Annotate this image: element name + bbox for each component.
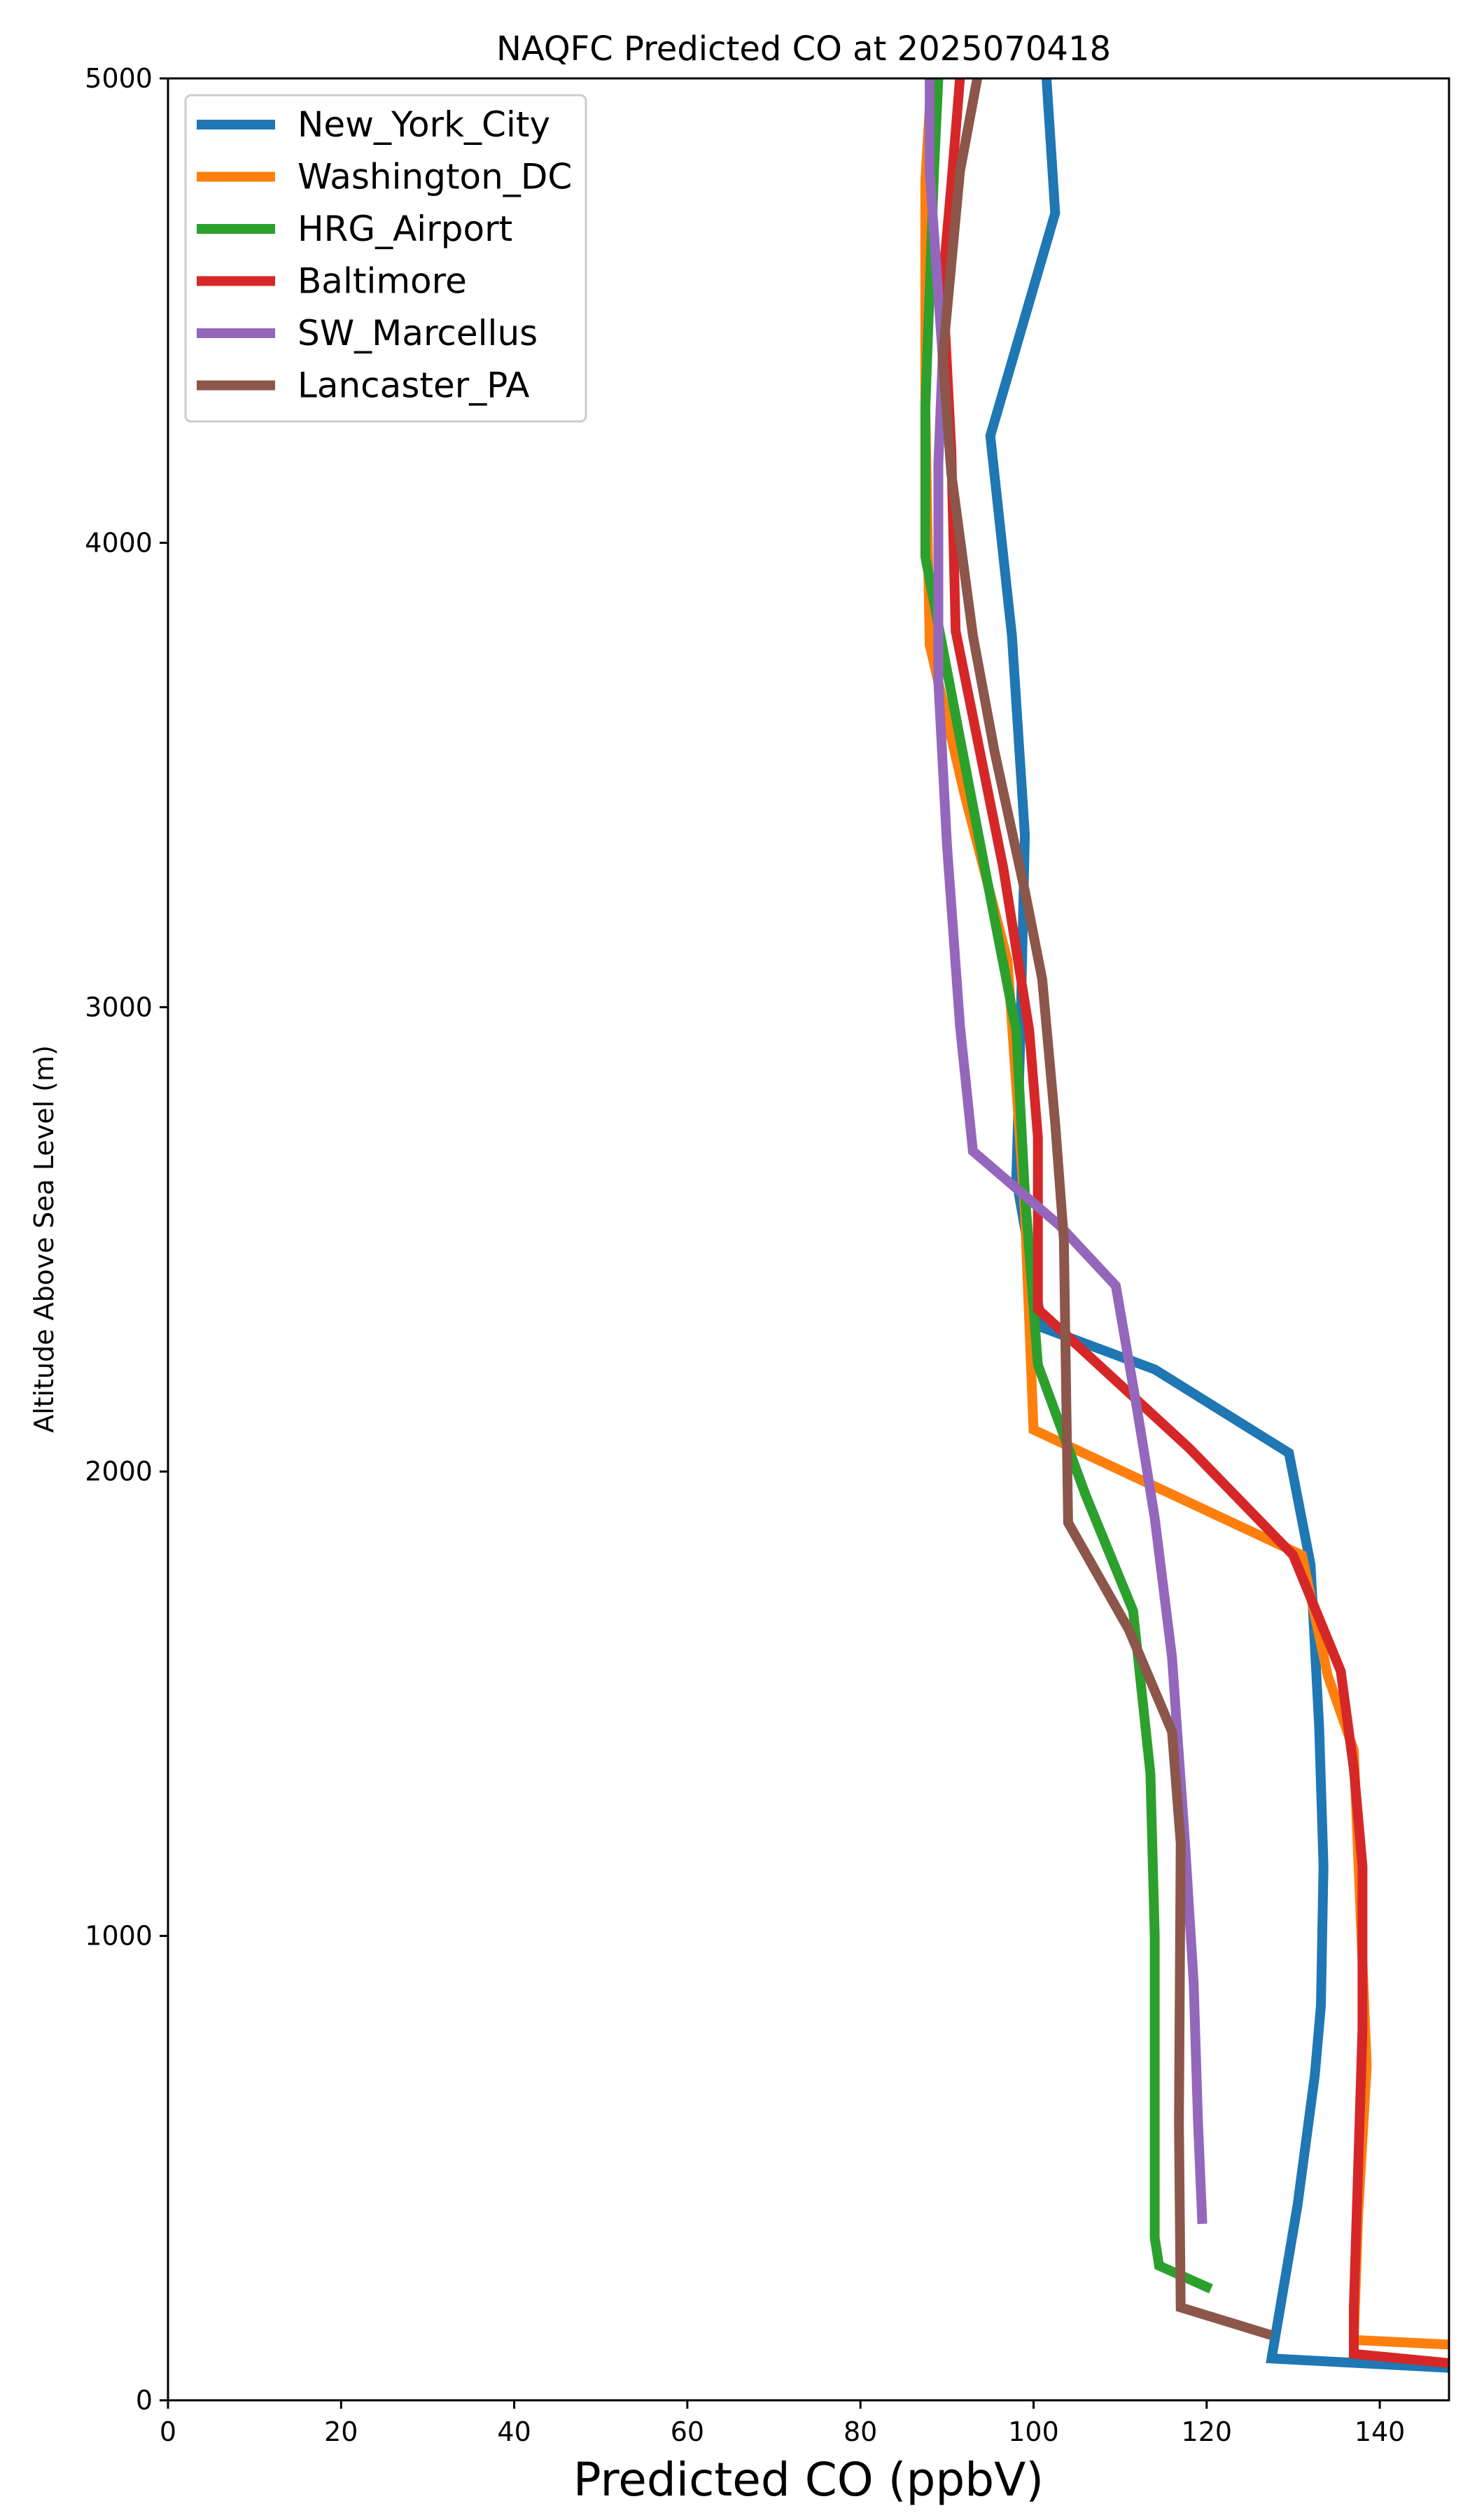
legend-label: Baltimore xyxy=(298,261,467,302)
x-tick-label: 60 xyxy=(671,2416,704,2447)
y-tick-label: 4000 xyxy=(85,527,153,558)
legend-label: New_York_City xyxy=(298,104,550,145)
y-tick-label: 0 xyxy=(136,2385,153,2416)
y-axis: 0 1000 2000 3000 4000 5000 xyxy=(85,63,168,2416)
series-line-lancaster-pa xyxy=(937,78,1273,2340)
legend-label: Lancaster_PA xyxy=(298,365,529,406)
plot-frame xyxy=(167,77,1450,2402)
legend-label: HRG_Airport xyxy=(298,209,512,249)
x-tick-label: 100 xyxy=(1008,2416,1059,2447)
y-tick-label: 2000 xyxy=(85,1456,153,1487)
legend-label: Washington_DC xyxy=(298,157,572,197)
y-tick-label: 3000 xyxy=(85,992,153,1023)
y-tick-label: 1000 xyxy=(85,1921,153,1952)
x-tick-label: 80 xyxy=(844,2416,877,2447)
x-tick-label: 20 xyxy=(324,2416,358,2447)
legend-box xyxy=(184,94,587,423)
chart-title: NAQFC Predicted CO at 2025070418 xyxy=(496,29,1111,69)
legend: New_York_City Washington_DC HRG_Airport Bal… xyxy=(184,94,587,423)
x-axis-label: Predicted CO (ppbV) xyxy=(573,2453,1044,2507)
series-line-new-york-city xyxy=(985,78,1449,2373)
series-layer xyxy=(920,78,1449,2373)
x-tick-label: 40 xyxy=(497,2416,531,2447)
y-axis-label: Altitude Above Sea Level (m) xyxy=(29,1045,59,1433)
x-tick-label: 140 xyxy=(1354,2416,1406,2447)
x-tick-label: 120 xyxy=(1182,2416,1233,2447)
x-tick-label: 0 xyxy=(160,2416,176,2447)
legend-label: SW_Marcellus xyxy=(298,313,538,354)
series-line-hrg-airport xyxy=(920,78,1213,2294)
y-tick-label: 5000 xyxy=(85,63,153,94)
x-axis: 0 20 40 60 80 100 120 140 xyxy=(160,2400,1405,2447)
